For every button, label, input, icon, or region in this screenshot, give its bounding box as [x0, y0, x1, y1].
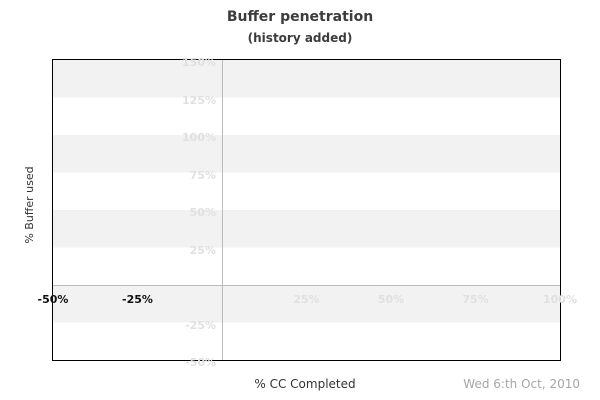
- x-tick-100: 100%: [543, 293, 577, 306]
- y-tick-125: 125%: [182, 94, 216, 107]
- plot-area: 150% 125% 100% 75% 50% 25% -25% -50% -50…: [38, 56, 577, 369]
- x-tick-50: 50%: [377, 293, 405, 306]
- y-tick-25: 25%: [189, 244, 216, 257]
- y-tick-50: 50%: [189, 206, 216, 219]
- y-tick-75: 75%: [189, 169, 216, 182]
- date-label: Wed 6:th Oct, 2010: [463, 377, 580, 391]
- y-tick-neg25: -25%: [185, 319, 216, 332]
- y-tick-150: 150%: [182, 56, 216, 69]
- chart-title: Buffer penetration: [226, 9, 374, 25]
- x-tick-25: 25%: [293, 293, 320, 306]
- y-tick-100: 100%: [182, 131, 216, 144]
- x-tick-neg50: -50%: [37, 293, 69, 306]
- x-tick-75: 75%: [462, 293, 489, 306]
- chart-subtitle: (history added): [247, 31, 353, 45]
- x-axis-title: % CC Completed: [254, 377, 356, 391]
- y-tick-neg50: -50%: [185, 356, 216, 369]
- zero-horizontal-gridline: [53, 285, 560, 286]
- x-tick-neg25: -25%: [122, 293, 153, 306]
- y-axis-title: % Buffer used: [23, 166, 36, 244]
- zero-vertical-gridline: [222, 60, 223, 360]
